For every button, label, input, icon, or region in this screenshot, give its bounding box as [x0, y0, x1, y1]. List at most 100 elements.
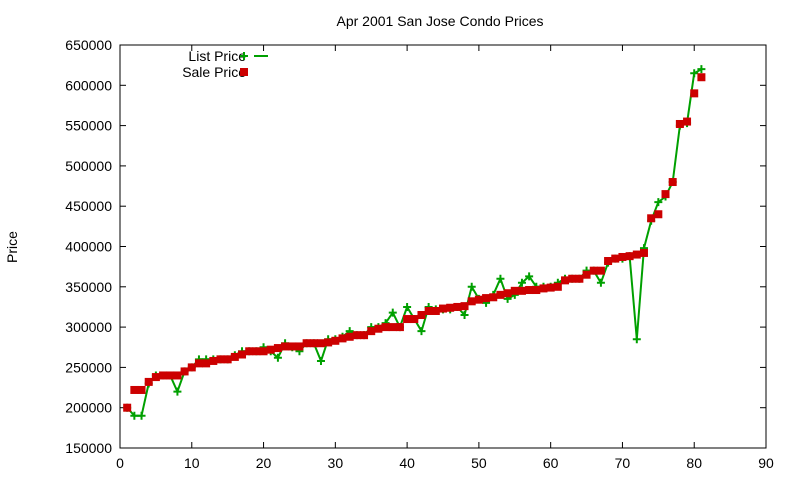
- sale-price-point: [316, 339, 325, 348]
- legend: List Price Sale Price: [182, 48, 268, 80]
- list-price-point: [496, 274, 505, 283]
- y-axis-label: Price: [4, 231, 20, 263]
- sale-price-point: [596, 266, 605, 275]
- sale-price-point: [604, 257, 613, 266]
- sale-price-point: [245, 347, 254, 356]
- list-price-point: [654, 198, 663, 207]
- sale-price-point: [123, 403, 132, 412]
- sale-price-point: [417, 311, 426, 320]
- series-sale-price: [123, 73, 706, 412]
- list-price-point: [632, 335, 641, 344]
- list-price-point: [417, 327, 426, 336]
- sale-price-point: [410, 315, 419, 324]
- sale-price-point: [180, 367, 189, 376]
- sale-price-point: [259, 347, 268, 356]
- sale-price-point: [510, 286, 519, 295]
- sale-price-point: [632, 250, 641, 259]
- sale-price-point: [345, 332, 354, 341]
- list-price-point: [316, 356, 325, 365]
- y-tick-label: 650000: [65, 37, 112, 53]
- sale-price-point: [144, 377, 153, 386]
- x-tick-label: 60: [543, 455, 559, 471]
- sale-price-point: [194, 359, 203, 368]
- sale-price-point: [202, 359, 211, 368]
- sale-price-point: [151, 373, 160, 382]
- sale-price-point: [130, 385, 139, 394]
- sale-price-point: [460, 302, 469, 311]
- legend-swatch-sale-marker: [240, 68, 248, 76]
- y-tick-label: 550000: [65, 118, 112, 134]
- legend-label-sale-price: Sale Price: [182, 64, 246, 80]
- sale-price-point: [496, 290, 505, 299]
- sale-price-point: [424, 306, 433, 315]
- sale-price-point: [639, 248, 648, 257]
- sale-price-point: [187, 363, 196, 372]
- sale-price-point: [374, 324, 383, 333]
- sale-price-point: [561, 276, 570, 285]
- sale-price-point: [611, 254, 620, 263]
- sale-price-point: [360, 331, 369, 340]
- sale-price-point: [690, 89, 699, 98]
- sale-price-point: [223, 355, 232, 364]
- list-price-point: [517, 278, 526, 287]
- sale-price-point: [352, 331, 361, 340]
- sale-price-point: [467, 297, 476, 306]
- sale-price-point: [503, 289, 512, 298]
- legend-swatch-list-marker: [240, 52, 248, 60]
- sale-price-point: [575, 274, 584, 283]
- y-tick-label: 400000: [65, 239, 112, 255]
- plot-frame: [119, 44, 767, 449]
- sale-price-point: [302, 339, 311, 348]
- x-tick-label: 20: [256, 455, 272, 471]
- x-tick-label: 40: [399, 455, 415, 471]
- sale-price-point: [539, 284, 548, 293]
- sale-price-point: [474, 295, 483, 304]
- sale-price-point: [166, 371, 175, 380]
- list-price-point: [130, 411, 139, 420]
- sale-price-point: [553, 282, 562, 291]
- series-list-price: [123, 65, 706, 420]
- list-price-point: [467, 282, 476, 291]
- sale-price-point: [489, 293, 498, 302]
- x-tick-label: 30: [328, 455, 344, 471]
- axes: 0 10 20 30 40 50 60 70 80 90 150000 200000 250000 300…: [65, 37, 774, 471]
- sale-price-point: [273, 344, 282, 353]
- list-price-point: [596, 278, 605, 287]
- sale-price-point: [367, 327, 376, 336]
- x-tick-label: 90: [758, 455, 774, 471]
- sale-price-point: [238, 350, 247, 359]
- sale-price-point: [331, 336, 340, 345]
- sale-price-point: [381, 323, 390, 332]
- legend-label-list-price: List Price: [188, 48, 246, 64]
- y-tick-label: 250000: [65, 359, 112, 375]
- y-tick-label: 350000: [65, 279, 112, 295]
- sale-price-point: [618, 252, 627, 261]
- sale-price-point: [675, 119, 684, 128]
- sale-price-point: [568, 274, 577, 283]
- x-tick-label: 50: [471, 455, 487, 471]
- sale-price-point: [589, 266, 598, 275]
- x-tick-label: 80: [686, 455, 702, 471]
- sale-price-point: [517, 286, 526, 295]
- sale-price-point: [324, 338, 333, 347]
- sale-price-point: [453, 302, 462, 311]
- list-price-point: [388, 308, 397, 317]
- sale-price-point: [654, 210, 663, 219]
- sale-price-point: [546, 283, 555, 292]
- y-tick-label: 150000: [65, 440, 112, 456]
- sale-price-point: [309, 339, 318, 348]
- y-tick-label: 300000: [65, 319, 112, 335]
- sale-price-point: [482, 294, 491, 303]
- sale-price-point: [216, 355, 225, 364]
- sale-price-point: [288, 342, 297, 351]
- sale-price-point: [647, 214, 656, 223]
- sale-price-point: [431, 306, 440, 315]
- sale-price-point: [532, 286, 541, 295]
- sale-price-point: [668, 178, 677, 187]
- x-tick-label: 70: [615, 455, 631, 471]
- sale-price-point: [159, 371, 168, 380]
- list-price-point: [460, 311, 469, 320]
- sale-price-point: [625, 252, 634, 261]
- sale-price-point: [137, 385, 146, 394]
